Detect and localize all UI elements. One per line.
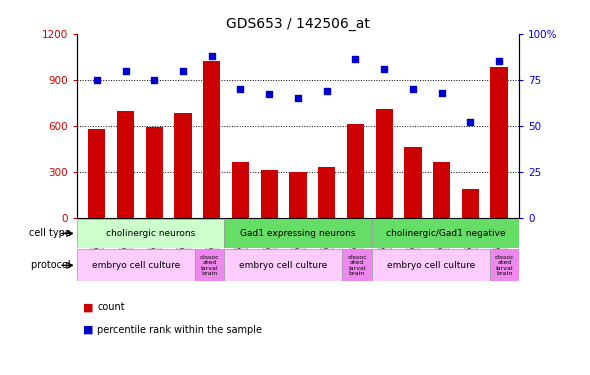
Point xyxy=(149,77,159,83)
Text: Gad1 expressing neurons: Gad1 expressing neurons xyxy=(240,229,356,238)
Text: count: count xyxy=(97,303,125,312)
Point xyxy=(494,58,504,64)
Point xyxy=(379,66,389,72)
Text: dissoc
ated
larval
brain: dissoc ated larval brain xyxy=(347,255,367,276)
Bar xyxy=(404,147,421,218)
Text: dissoc
ated
larval
brain: dissoc ated larval brain xyxy=(494,255,514,276)
Text: embryo cell culture: embryo cell culture xyxy=(91,261,180,270)
Bar xyxy=(232,162,249,218)
Text: cell type: cell type xyxy=(29,228,74,238)
Bar xyxy=(146,127,163,218)
Point xyxy=(207,53,217,59)
Bar xyxy=(117,111,134,218)
Text: ■: ■ xyxy=(83,303,97,312)
Bar xyxy=(375,109,393,217)
Text: cholinergic neurons: cholinergic neurons xyxy=(106,229,195,238)
Text: embryo cell culture: embryo cell culture xyxy=(386,261,475,270)
Point xyxy=(408,86,418,92)
Text: dissoc
ated
larval
brain: dissoc ated larval brain xyxy=(199,255,219,276)
Point xyxy=(92,77,101,83)
Bar xyxy=(289,172,307,217)
Point xyxy=(322,88,332,94)
Bar xyxy=(77,249,195,281)
Bar xyxy=(342,249,372,281)
Text: protocol: protocol xyxy=(31,260,74,270)
Text: ■: ■ xyxy=(83,325,97,335)
Bar xyxy=(195,249,224,281)
Bar xyxy=(318,167,335,218)
Text: cholinergic/Gad1 negative: cholinergic/Gad1 negative xyxy=(386,229,505,238)
Bar xyxy=(175,113,192,218)
Bar xyxy=(224,249,342,281)
Bar xyxy=(203,62,221,217)
Bar xyxy=(88,129,106,217)
Bar xyxy=(77,219,224,248)
Bar xyxy=(347,124,364,218)
Bar xyxy=(224,219,372,248)
Bar xyxy=(433,162,450,218)
Text: embryo cell culture: embryo cell culture xyxy=(239,261,327,270)
Point xyxy=(466,119,475,125)
Bar xyxy=(372,249,490,281)
Title: GDS653 / 142506_at: GDS653 / 142506_at xyxy=(226,17,370,32)
Point xyxy=(437,90,447,96)
Bar xyxy=(261,170,278,217)
Bar xyxy=(372,219,519,248)
Bar xyxy=(490,68,508,218)
Point xyxy=(293,95,303,101)
Text: percentile rank within the sample: percentile rank within the sample xyxy=(97,325,263,335)
Bar xyxy=(462,189,479,217)
Point xyxy=(350,57,360,63)
Point xyxy=(236,86,245,92)
Point xyxy=(121,68,130,74)
Point xyxy=(178,68,188,74)
Point xyxy=(264,92,274,98)
Bar xyxy=(490,249,519,281)
